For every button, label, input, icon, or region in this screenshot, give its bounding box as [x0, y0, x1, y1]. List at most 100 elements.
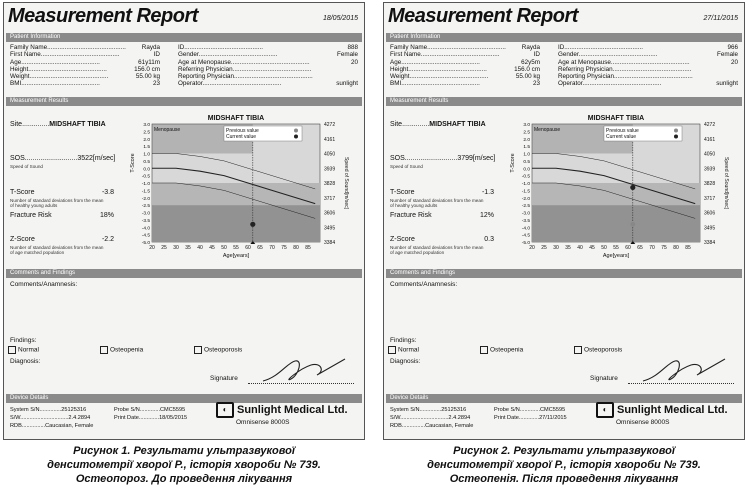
upper-sd-curve [152, 153, 316, 190]
y-tick-label: 0.0 [143, 166, 150, 172]
field-row: First Name..............................… [10, 51, 160, 59]
y-tick-label: -4.5 [142, 233, 151, 239]
sunlight-logo-icon: ◐ [216, 402, 234, 418]
signature-label: Signature [590, 375, 618, 382]
y-tick-label: -4.0 [142, 225, 151, 231]
findings-label: Findings: [390, 337, 417, 344]
right-fields: ID......................................… [558, 44, 738, 88]
y2-tick-label: 3828 [324, 181, 335, 187]
field-row: Weight..................................… [390, 73, 540, 81]
osteopenia-checkbox[interactable]: Osteopenia [100, 346, 143, 354]
report-title: Measurement Report [388, 5, 578, 27]
current-value-point [250, 221, 256, 227]
x-tick-label: 35 [565, 245, 571, 251]
y-tick-label: 0.0 [523, 166, 530, 172]
x-tick-label: 35 [185, 245, 191, 251]
legend-previous: Previous value [606, 128, 639, 134]
y-tick-label: -2.5 [142, 203, 151, 209]
x-tick-label: 50 [221, 245, 227, 251]
y-tick-label: -0.5 [142, 174, 151, 180]
osteoporosis-checkbox[interactable]: Osteoporosis [194, 346, 242, 354]
diagnosis-label: Diagnosis: [390, 358, 421, 365]
measurement-report-1: Measurement Report 18/05/2015 Patient In… [3, 2, 365, 440]
field-row: ID......................................… [178, 44, 358, 51]
legend-previous-marker [674, 128, 678, 133]
y-tick-label: -0.5 [522, 174, 531, 180]
y-tick-label: -4.5 [522, 233, 531, 239]
y-tick-label: 1.5 [143, 144, 150, 150]
y-tick-label: -5.0 [142, 240, 151, 246]
y2-tick-label: 3717 [324, 196, 335, 202]
osteoporosis-checkbox[interactable]: Osteoporosis [574, 346, 622, 354]
sos-row: SOS...........................3799[m/sec… [390, 155, 496, 162]
chart-title: MIDSHAFT TIBIA [208, 115, 264, 122]
y-tick-label: 1.0 [143, 152, 150, 158]
findings-label: Findings: [10, 337, 37, 344]
y-tick-label: -1.5 [522, 188, 531, 194]
field-row: Reporting Physician.....................… [558, 73, 693, 81]
y2-tick-label: 3939 [324, 166, 335, 172]
x-tick-label: 65 [257, 245, 263, 251]
y2-tick-label: 3606 [704, 211, 715, 217]
x-tick-label: 55 [233, 245, 239, 251]
y-tick-label: -1.5 [142, 188, 151, 194]
tscore-chart: MIDSHAFT TIBIA Menopause Previous valueCur… [130, 115, 349, 259]
x-tick-label: 45 [209, 245, 215, 251]
signature-scribble [262, 358, 346, 382]
y-tick-label: 1.5 [523, 144, 530, 150]
sos-sub: Speed of Sound [10, 164, 43, 169]
y2-tick-label: 4050 [324, 152, 335, 158]
report-title: Measurement Report [8, 5, 198, 27]
zscore-row: Z-Score 0.3 [390, 236, 494, 243]
legend-box [603, 125, 683, 142]
field-row: Age at Menopause........................… [558, 58, 738, 66]
caption-line: Рисунок 2. Результати ультразвукової [453, 445, 675, 457]
caption-line: Рисунок 1. Результати ультразвукової [73, 445, 295, 457]
results-bar: Measurement Results [386, 97, 742, 106]
normal-checkbox[interactable]: Normal [388, 346, 419, 354]
y-tick-label: 2.5 [523, 129, 530, 135]
fracture-row: Fracture Risk 12% [390, 212, 494, 219]
signature-scribble [642, 358, 726, 382]
y-tick-label: -2.0 [522, 196, 531, 202]
zscore-sub: Number of standard deviations from the m… [10, 245, 104, 255]
x-tick-label: 70 [269, 245, 275, 251]
x-tick-label: 75 [281, 245, 287, 251]
lower-sd-curve [152, 182, 316, 219]
y2-axis-label: Speed of Sound[m/sec] [723, 157, 729, 210]
caption-2: Рисунок 2. Результати ультразвукової денс… [383, 444, 745, 486]
y-tick-label: -3.5 [142, 218, 151, 224]
y-tick-label: -2.5 [522, 203, 531, 209]
x-tick-label: 80 [293, 245, 299, 251]
legend-current: Current value [226, 134, 256, 140]
caption-line: денситометрії хворої Р., історія хвороби… [427, 459, 701, 471]
y-tick-label: -3.0 [522, 211, 531, 217]
menopause-label: Menopause [154, 127, 180, 133]
legend-current-marker [294, 134, 298, 139]
x-tick-label: 80 [673, 245, 679, 251]
osteopenia-checkbox[interactable]: Osteopenia [480, 346, 523, 354]
y-tick-label: -5.0 [522, 240, 531, 246]
upper-sd-curve [532, 153, 696, 190]
x-tick-label: 20 [149, 245, 155, 251]
device-model: Omnisense 8000S [236, 419, 290, 426]
x-tick-label: 60 [625, 245, 631, 251]
caption-line: денситометрії хворої Р., історія хвороби… [47, 459, 321, 471]
y2-tick-label: 3384 [324, 240, 335, 246]
right-fields: ID......................................… [178, 44, 358, 88]
device-bar: Device Details [386, 394, 742, 403]
y-tick-label: 3.0 [523, 122, 530, 128]
normal-checkbox[interactable]: Normal [8, 346, 39, 354]
y-tick-label: 2.0 [143, 137, 150, 143]
field-row: Gender..................................… [178, 51, 358, 59]
field-row: First Name..............................… [390, 51, 540, 59]
mean-curve [152, 167, 316, 205]
signature-line [628, 383, 734, 385]
comments-bar: Comments and Findings [6, 269, 362, 278]
y-tick-label: 2.0 [523, 137, 530, 143]
fracture-row: Fracture Risk 18% [10, 212, 114, 219]
x-tick-label: 20 [529, 245, 535, 251]
y-tick-label: -4.0 [522, 225, 531, 231]
y2-tick-label: 3495 [324, 225, 335, 231]
x-tick-label: 70 [649, 245, 655, 251]
